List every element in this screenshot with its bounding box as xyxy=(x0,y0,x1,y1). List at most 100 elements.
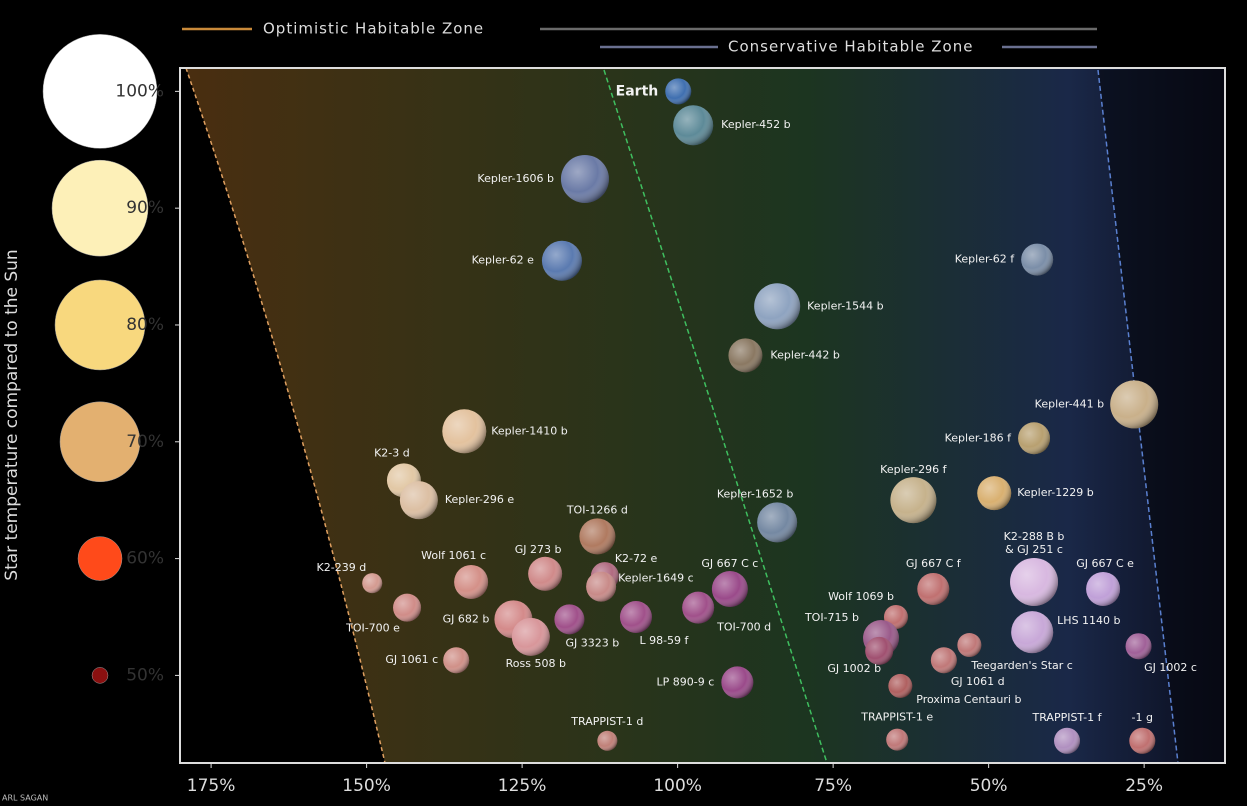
planet-shade xyxy=(865,636,894,665)
star-disc xyxy=(59,401,141,483)
planet-shade xyxy=(443,647,470,674)
planet-label: TRAPPIST-1 d xyxy=(570,715,643,728)
x-tick-label: 100% xyxy=(653,776,702,796)
planet-shade xyxy=(528,556,563,591)
planet-label: GJ 682 b xyxy=(443,612,490,625)
planet-shade xyxy=(673,105,714,146)
planet-label: Teegarden's Star c xyxy=(970,659,1073,672)
planet-shade xyxy=(1054,727,1081,754)
planet-shade xyxy=(930,647,957,674)
planet-shade xyxy=(757,502,798,543)
y-axis-title: Star temperature compared to the Sun xyxy=(2,249,22,580)
planet-shade xyxy=(728,338,763,373)
planet-label: Wolf 1061 c xyxy=(421,549,486,562)
star-disc xyxy=(77,536,123,581)
planet-shade xyxy=(597,730,618,751)
planet-shade xyxy=(560,154,609,203)
planet-label: Kepler-296 f xyxy=(880,463,948,476)
planet-shade xyxy=(721,666,754,699)
planet-label: K2-3 d xyxy=(374,446,410,459)
star-disc xyxy=(42,34,158,149)
x-tick-label: 75% xyxy=(814,776,852,796)
planet-shade xyxy=(393,593,422,622)
conservative-boundary xyxy=(603,69,828,764)
x-tick-label: 25% xyxy=(1125,776,1163,796)
planet-label: LHS 1140 b xyxy=(1057,614,1120,627)
planet-label: Kepler-296 e xyxy=(445,493,515,506)
planet-shade xyxy=(977,476,1012,511)
planet-shade xyxy=(888,673,913,698)
planet-label: TOI-700 e xyxy=(345,622,400,635)
planet-shade xyxy=(541,240,582,281)
planet-shade xyxy=(1110,380,1159,429)
planet-shade xyxy=(399,481,438,520)
planet-label: -1 g xyxy=(1132,711,1153,724)
planet-shade xyxy=(665,78,692,105)
planet-label: K2-288 B b & GJ 251 c xyxy=(1004,530,1065,556)
planet-label: TRAPPIST-1 f xyxy=(1032,711,1103,724)
logo: ARL SAGAN xyxy=(2,794,48,803)
planet-label: Kepler-442 b xyxy=(770,348,840,361)
planet-label: Wolf 1069 b xyxy=(828,590,894,603)
planet-shade xyxy=(1010,557,1059,606)
planet-shade xyxy=(682,591,715,624)
planet-label: GJ 1002 c xyxy=(1144,661,1197,674)
planet-shade xyxy=(619,600,652,633)
planet-shade xyxy=(362,573,383,594)
planet-label: K2-239 d xyxy=(317,561,367,574)
planet-label: Kepler-1652 b xyxy=(717,487,794,500)
legend-label: Conservative Habitable Zone xyxy=(728,38,973,56)
planet-label: Proxima Centauri b xyxy=(916,693,1021,706)
planet-label: GJ 667 C e xyxy=(1076,557,1134,570)
planet-shade xyxy=(1021,243,1054,276)
planet-shade xyxy=(554,604,585,635)
planet-label: TRAPPIST-1 e xyxy=(860,711,933,724)
planet-shade xyxy=(442,409,487,454)
planet-label: L 98-59 f xyxy=(639,634,689,647)
planet-label: K2-72 e xyxy=(615,552,658,565)
planet-shade xyxy=(917,572,950,605)
planet-label: GJ 1061 d xyxy=(951,675,1005,688)
star-disc xyxy=(54,279,146,371)
x-tick-label: 150% xyxy=(342,776,391,796)
planet-shade xyxy=(1011,611,1054,654)
planet-label: Kepler-1410 b xyxy=(491,424,568,437)
planet-shade xyxy=(1129,727,1156,754)
planet-shade xyxy=(711,570,748,607)
y-tick-label: 60% xyxy=(126,549,164,569)
x-tick-label: 125% xyxy=(498,776,547,796)
optimistic-boundary xyxy=(185,67,386,764)
legend-label: Optimistic Habitable Zone xyxy=(263,20,484,38)
planet-shade xyxy=(511,617,550,656)
planet-label: TOI-700 d xyxy=(716,621,771,634)
planet-shade xyxy=(579,518,616,555)
planet-label: Kepler-452 b xyxy=(721,118,791,131)
planet-shade xyxy=(1125,633,1152,660)
x-tick-label: 175% xyxy=(187,776,236,796)
y-tick-label: 50% xyxy=(126,665,164,685)
planet-shade xyxy=(890,477,937,524)
planet-label: Kepler-62 f xyxy=(955,253,1016,266)
planet-label: GJ 667 C c xyxy=(701,557,758,570)
outside-zone xyxy=(1098,68,1225,763)
planet-label: Kepler-1229 b xyxy=(1017,486,1094,499)
planet-label: Kepler-441 b xyxy=(1035,397,1105,410)
planet-shade xyxy=(754,283,801,330)
planet-label: Kepler-62 e xyxy=(472,254,535,267)
planet-label: GJ 667 C f xyxy=(906,557,962,570)
planet-shade xyxy=(1086,571,1121,606)
star-disc xyxy=(51,159,149,257)
planet-label: LP 890-9 c xyxy=(657,675,715,688)
y-tick-label: 70% xyxy=(126,432,164,452)
star-disc xyxy=(91,667,109,684)
x-tick-label: 50% xyxy=(970,776,1008,796)
planet-label: GJ 1061 c xyxy=(385,653,438,666)
planet-shade xyxy=(1018,422,1051,455)
planet-label: Kepler-186 f xyxy=(945,431,1013,444)
planet-label: GJ 273 b xyxy=(515,543,562,556)
planet-label: Kepler-1606 b xyxy=(477,172,554,185)
planet-label: Kepler-1544 b xyxy=(807,299,884,312)
y-tick-label: 100% xyxy=(115,81,164,101)
